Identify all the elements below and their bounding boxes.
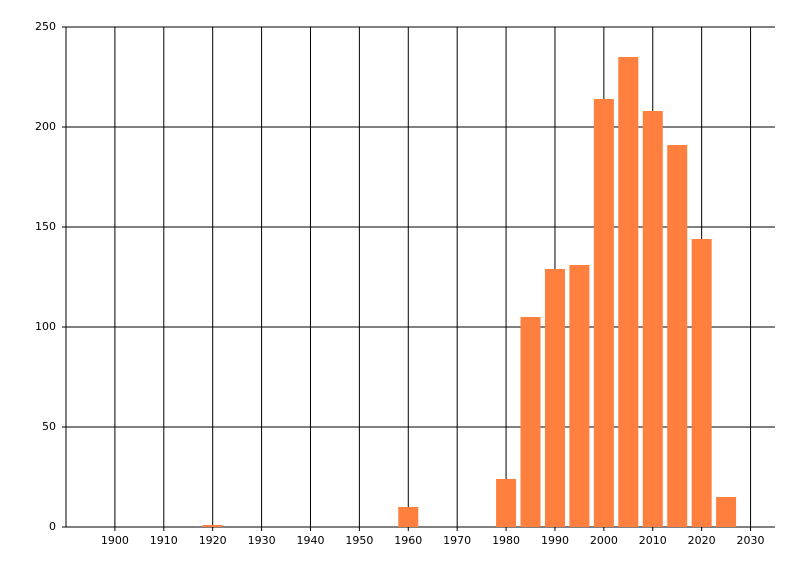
bar [569,265,590,527]
x-tick-label: 1980 [492,534,520,547]
x-tick-label: 1940 [296,534,324,547]
bar [642,111,663,527]
y-tick-label: 150 [35,220,56,233]
bar [544,269,565,527]
bar [398,507,419,527]
x-tick-label: 1910 [150,534,178,547]
bar [520,317,541,527]
bar [496,479,517,527]
y-tick-label: 0 [49,520,56,533]
x-tick-label: 1990 [541,534,569,547]
y-tick-label: 100 [35,320,56,333]
bar [667,145,688,527]
x-tick-label: 2020 [688,534,716,547]
x-tick-label: 1960 [394,534,422,547]
x-tick-label: 2010 [639,534,667,547]
x-tick-label: 1900 [101,534,129,547]
x-tick-label: 1970 [443,534,471,547]
bar [716,497,737,527]
y-tick-label: 50 [42,420,56,433]
bar [691,239,712,527]
x-tick-label: 2030 [737,534,765,547]
x-tick-label: 2000 [590,534,618,547]
y-tick-label: 200 [35,120,56,133]
y-tick-label: 250 [35,20,56,33]
bar [593,99,614,527]
x-tick-label: 1920 [199,534,227,547]
x-tick-label: 1930 [248,534,276,547]
bar [618,57,639,527]
x-tick-label: 1950 [345,534,373,547]
bar [202,525,223,527]
